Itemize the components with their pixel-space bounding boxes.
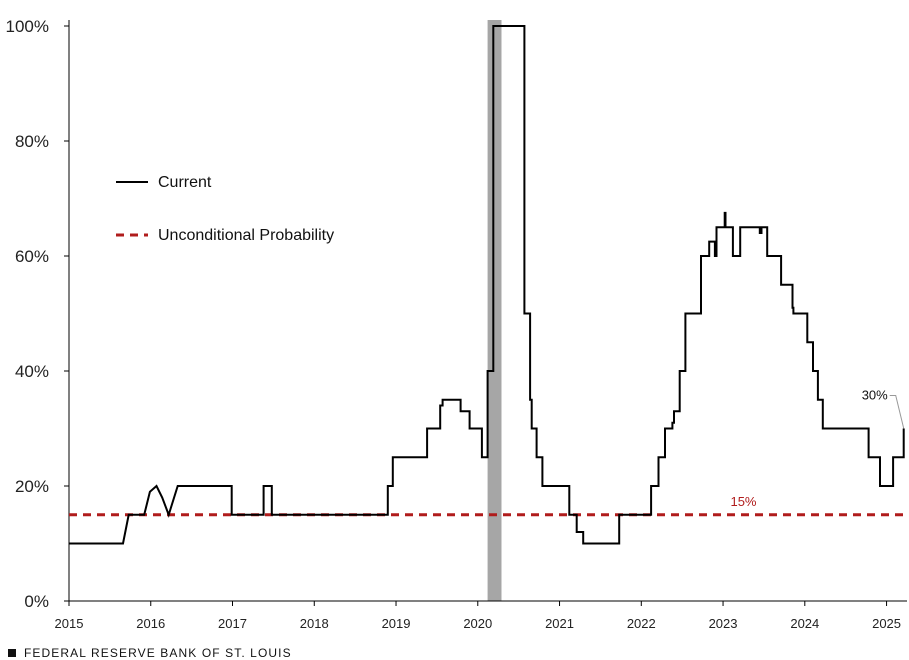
series-line-current	[69, 25, 905, 545]
recession-band	[487, 20, 502, 601]
x-axis: 2015 2016 2017 2018 2019 2020 2021 2022 2023 2024…	[55, 601, 901, 631]
square-bullet-icon	[8, 649, 16, 657]
legend-label-unconditional-probability: Unconditional Probability	[158, 227, 334, 244]
x-tick-label: 2015	[55, 616, 84, 631]
footer: FEDERAL RESERVE BANK OF ST. LOUIS	[8, 646, 292, 660]
x-tick-label: 2018	[300, 616, 329, 631]
legend-label-current: Current	[158, 174, 212, 191]
footer-text: FEDERAL RESERVE BANK OF ST. LOUIS	[24, 646, 292, 660]
y-tick-label: 100%	[6, 17, 49, 36]
x-tick-label: 2016	[136, 616, 165, 631]
x-tick-label: 2023	[709, 616, 738, 631]
x-tick-label: 2022	[627, 616, 656, 631]
x-tick-label: 2024	[790, 616, 819, 631]
y-tick-label: 40%	[15, 362, 49, 381]
x-tick-label: 2025	[872, 616, 901, 631]
y-tick-label: 80%	[15, 132, 49, 151]
y-axis: 0% 20% 40% 60% 80% 100%	[6, 17, 69, 611]
chart: 0%20%40%60%80%100% 2015 2016 2017 2018 2019 2…	[6, 17, 907, 631]
annotation-current-value: 30%	[862, 388, 888, 403]
y-tick-label: 60%	[15, 247, 49, 266]
y-tick-label: 20%	[15, 477, 49, 496]
y-tick-label: 0%	[24, 592, 49, 611]
x-tick-label: 2021	[545, 616, 574, 631]
x-tick-label: 2020	[463, 616, 492, 631]
x-tick-label: 2017	[218, 616, 247, 631]
legend: Current Unconditional Probability	[116, 174, 334, 244]
x-tick-label: 2019	[382, 616, 411, 631]
annotation-unconditional-value: 15%	[730, 494, 756, 509]
annotations: 30% 15%	[730, 388, 905, 509]
annotation-leader-line	[889, 395, 905, 429]
